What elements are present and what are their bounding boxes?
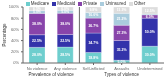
- html-text:Uninsured: Uninsured: [105, 1, 126, 6]
- svg-text:80%: 80%: [11, 16, 19, 21]
- svg-text:38.0%: 38.0%: [32, 22, 43, 26]
- svg-text:22.5%: 22.5%: [60, 39, 71, 43]
- svg-text:21.2%: 21.2%: [117, 17, 128, 21]
- svg-text:12.5%: 12.5%: [145, 9, 156, 13]
- svg-text:Prevalence of violence: Prevalence of violence: [29, 72, 75, 77]
- svg-text:6.0%: 6.0%: [61, 7, 70, 11]
- svg-text:22.5%: 22.5%: [32, 39, 43, 43]
- svg-text:60%: 60%: [11, 27, 19, 32]
- svg-text:30.0%: 30.0%: [145, 53, 156, 57]
- svg-text:Assaults: Assaults: [114, 66, 129, 71]
- svg-text:10.0%: 10.0%: [88, 13, 99, 17]
- svg-text:35.2%: 35.2%: [117, 48, 128, 52]
- svg-text:11.3%: 11.3%: [117, 8, 128, 12]
- svg-text:6.0%: 6.0%: [146, 15, 155, 19]
- html-text:Percentage: Percentage: [1, 23, 7, 47]
- svg-text:18.8%: 18.8%: [88, 56, 99, 60]
- svg-text:28.5%: 28.5%: [60, 53, 71, 57]
- svg-text:38.0%: 38.0%: [60, 22, 71, 26]
- svg-text:Self-inflicted: Self-inflicted: [83, 66, 105, 71]
- svg-text:0%: 0%: [13, 60, 19, 65]
- svg-text:40%: 40%: [11, 38, 19, 43]
- svg-text:Undetermined: Undetermined: [137, 66, 160, 71]
- svg-text:5.0%: 5.0%: [33, 10, 41, 14]
- svg-text:6.5%: 6.5%: [33, 7, 42, 11]
- svg-text:5.0%: 5.0%: [61, 9, 70, 14]
- svg-text:26.7%: 26.7%: [88, 24, 99, 28]
- html-text:Other: Other: [133, 1, 146, 6]
- svg-text:No violence: No violence: [27, 66, 49, 71]
- html-text:Medicare: Medicare: [30, 1, 50, 6]
- svg-text:5.0%: 5.0%: [118, 60, 127, 64]
- html-text:Private: Private: [83, 1, 98, 6]
- svg-text:27.3%: 27.3%: [117, 31, 128, 35]
- svg-text:28.0%: 28.0%: [32, 53, 43, 57]
- svg-text:20%: 20%: [11, 49, 19, 54]
- svg-text:9.8%: 9.8%: [89, 8, 98, 12]
- svg-text:Any violence: Any violence: [54, 66, 77, 71]
- svg-text:50.0%: 50.0%: [145, 30, 156, 34]
- html-text:Medicaid: Medicaid: [57, 1, 76, 6]
- svg-text:100%: 100%: [9, 4, 20, 9]
- svg-text:34.7%: 34.7%: [88, 41, 99, 45]
- svg-text:Types of violence: Types of violence: [104, 72, 139, 77]
